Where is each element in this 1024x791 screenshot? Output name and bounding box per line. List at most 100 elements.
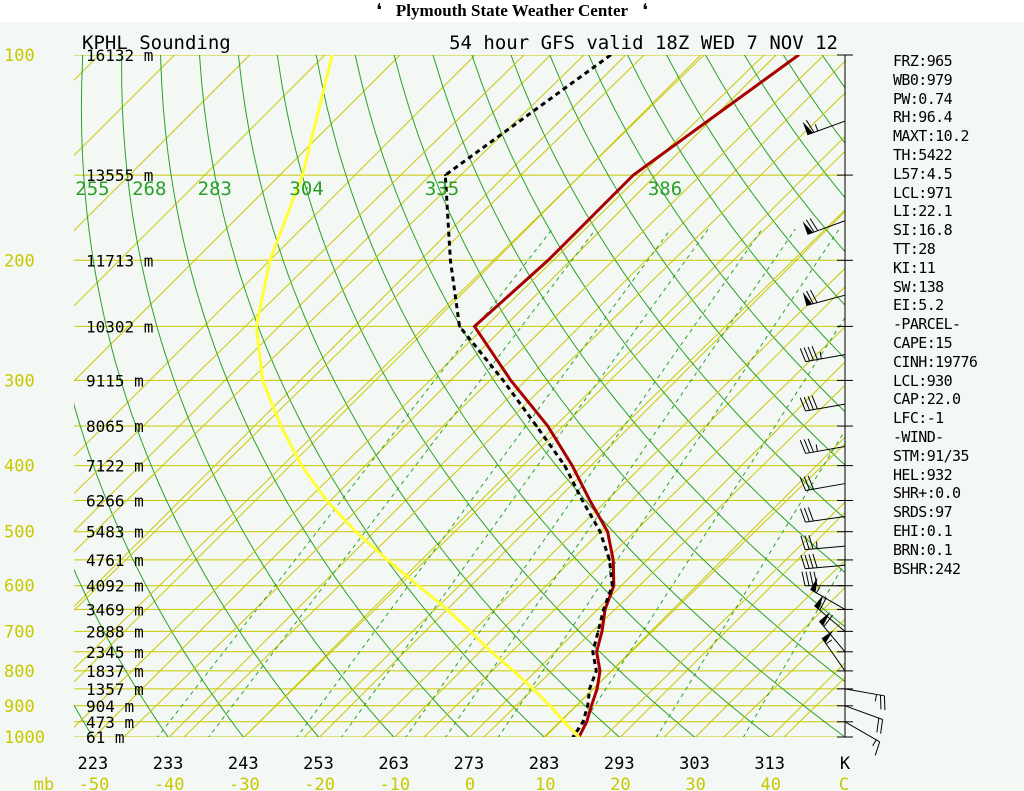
pressure-tick-label: 600 xyxy=(4,577,35,597)
flag-icon: ❛ xyxy=(376,0,382,21)
temperature-point xyxy=(585,720,588,723)
parcel-point xyxy=(301,173,304,177)
mixing-ratio-line xyxy=(340,228,709,737)
height-label: 1837 m xyxy=(86,662,144,681)
wind-barb-feather xyxy=(803,347,811,362)
height-label: 13555 m xyxy=(86,166,153,185)
pressure-unit-label: mb xyxy=(34,775,54,791)
index-row: LI:22.1 xyxy=(893,202,953,221)
isotherm-line xyxy=(394,286,845,737)
theta-top-label: 335 xyxy=(425,178,459,200)
pressure-tick-label: 200 xyxy=(4,251,35,271)
parcel-point xyxy=(386,558,389,562)
pressure-tick-label: 900 xyxy=(4,697,35,717)
dry-adiabat-line xyxy=(354,55,845,737)
isotherm-line xyxy=(168,60,845,737)
parcel-point xyxy=(563,720,566,723)
wind-barb-shaft xyxy=(805,445,846,454)
header: ❛ Plymouth State Weather Center ❛ xyxy=(0,0,1024,22)
temperature-point xyxy=(595,687,599,691)
pressure-tick-label: 700 xyxy=(4,622,35,642)
wind-barb xyxy=(800,507,846,523)
wind-barb-shaft xyxy=(844,705,883,720)
temperature-tick-label: -10 xyxy=(379,775,410,791)
page-title: Plymouth State Weather Center xyxy=(395,1,629,20)
temperature-tick-label: 40 xyxy=(761,775,781,791)
parcel-point xyxy=(490,650,493,653)
wind-barb-half-feather xyxy=(872,739,877,747)
theta-bottom-label: 303 xyxy=(679,754,710,774)
temperature-point xyxy=(546,424,549,428)
dewpoint-point xyxy=(611,584,614,587)
pressure-tick-label: 100 xyxy=(4,46,35,66)
wind-barb-flag xyxy=(814,594,824,610)
dry-adiabat-line xyxy=(432,55,845,628)
dewpoint-point xyxy=(597,630,600,633)
wind-barb-feather xyxy=(809,571,814,586)
dewpoint-point xyxy=(458,325,461,328)
pressure-tick-label: 1000 xyxy=(4,728,45,748)
wind-barb xyxy=(844,705,884,734)
wind-barb xyxy=(802,218,846,235)
wind-barb-feather xyxy=(799,477,807,491)
wind-barb-flag xyxy=(819,612,831,626)
temperature-point xyxy=(509,379,512,382)
dewpoint-point xyxy=(598,530,602,533)
temperature-point xyxy=(473,325,476,328)
temperature-tick-label: 20 xyxy=(610,775,630,791)
wind-barb-shaft xyxy=(805,354,846,363)
wind-barb-half-feather xyxy=(825,639,833,645)
theta-top-label: 283 xyxy=(198,178,232,200)
wind-barb xyxy=(799,475,846,491)
height-label: 473 m xyxy=(86,713,134,732)
wind-barb-shaft xyxy=(844,721,880,743)
dry-adiabat-line xyxy=(74,568,169,737)
mixing-ratio-line xyxy=(497,228,840,737)
temperature-point xyxy=(598,669,602,673)
dry-adiabat-line xyxy=(627,55,845,360)
wind-barb-feather xyxy=(811,346,818,360)
wind-barb-flag xyxy=(802,221,814,235)
height-label: 904 m xyxy=(86,697,134,716)
height-label: 2888 m xyxy=(86,622,144,641)
index-row: SW:138 xyxy=(893,277,944,296)
height-label: 5483 m xyxy=(86,523,144,542)
temperature-tick-label: 30 xyxy=(685,775,705,791)
moist-adiabat-line xyxy=(363,267,845,737)
theta-bottom-label: 283 xyxy=(529,754,560,774)
isotherm-line xyxy=(695,586,845,737)
wind-barb-feather xyxy=(812,553,818,568)
wind-barb-feather xyxy=(803,476,811,491)
parcel-point xyxy=(469,630,472,633)
wind-barb xyxy=(799,438,846,454)
wind-barb xyxy=(800,553,846,570)
wind-barb-feather xyxy=(808,535,814,550)
wind-barb-feather xyxy=(876,718,880,733)
parcel-point xyxy=(279,424,283,428)
parcel-point xyxy=(577,735,581,737)
wind-barb-feather xyxy=(799,439,807,454)
temperature-point xyxy=(571,464,574,467)
wind-barb-feather xyxy=(808,554,814,569)
theta-bottom-label: 313 xyxy=(754,754,785,774)
wind-barb xyxy=(844,688,886,711)
index-row: EI:5.2 xyxy=(893,296,944,315)
parcel-point xyxy=(446,608,449,611)
theta-top-label: 304 xyxy=(289,178,323,200)
dewpoint-point xyxy=(595,669,598,673)
wind-barb-half-feather xyxy=(819,351,822,359)
moist-adiabat-line xyxy=(423,326,845,737)
wind-barb-feather xyxy=(799,348,807,362)
isotherm-line xyxy=(74,55,476,457)
index-row: EHI:0.1 xyxy=(893,521,953,540)
theta-bottom-label: 223 xyxy=(78,754,109,774)
parcel-point xyxy=(255,325,258,328)
dry-adiabat-line xyxy=(588,55,845,413)
wind-barb-feather xyxy=(803,439,811,453)
temperature-point xyxy=(588,499,592,502)
dry-adiabat-line xyxy=(510,55,845,520)
wind-barb-shaft xyxy=(844,688,885,697)
index-row: SHR+:0.0 xyxy=(893,484,961,503)
isotherm-line xyxy=(74,55,326,307)
dewpoint-point xyxy=(581,499,584,502)
